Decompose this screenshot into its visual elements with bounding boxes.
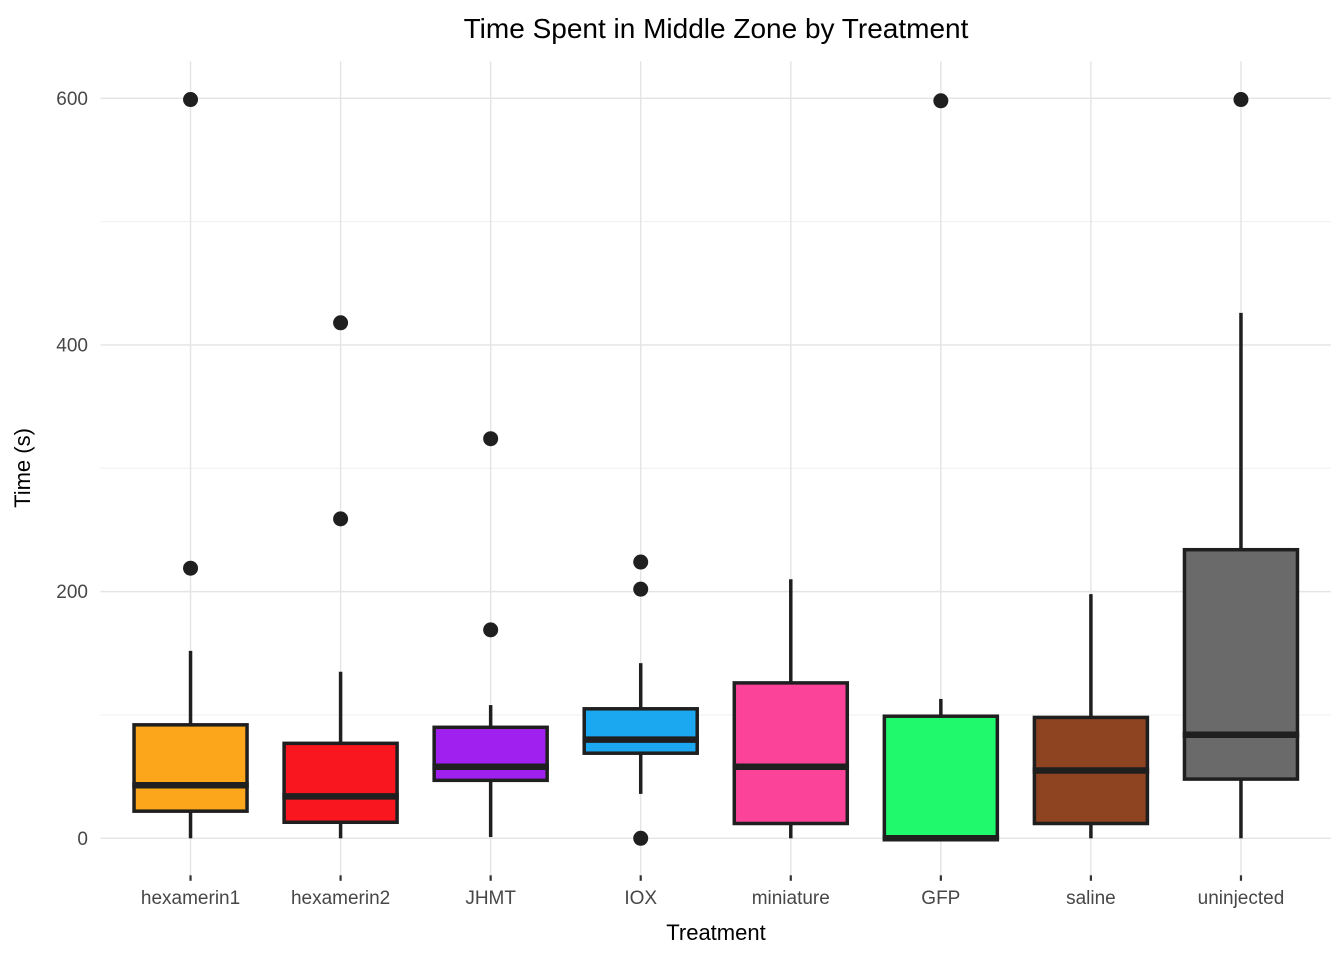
chart-title: Time Spent in Middle Zone by Treatment [464, 13, 969, 44]
box-group-JHMT [432, 431, 549, 838]
box-hexamerin1 [132, 723, 249, 813]
y-axis-tick-labels: 0 200 400 600 [56, 89, 88, 850]
grid-minor-lines [100, 221, 1331, 716]
x-tick-label-hexamerin1: hexamerin1 [141, 888, 240, 909]
y-axis-title: Time (s) [10, 428, 35, 508]
x-tick-label-hexamerin2: hexamerin2 [291, 888, 390, 909]
y-tick-label: 200 [56, 582, 88, 603]
outlier-point-GFP [933, 93, 949, 109]
box-GFP [882, 714, 1000, 841]
box-series [132, 92, 1300, 846]
box-group-miniature [732, 579, 850, 839]
x-tick-label-GFP: GFP [921, 888, 960, 909]
x-tick-label-uninjected: uninjected [1198, 888, 1285, 909]
box-hexamerin2 [282, 741, 399, 825]
box-group-hexamerin2 [282, 315, 399, 839]
box-uninjected [1182, 547, 1300, 781]
x-tick-label-saline: saline [1066, 888, 1116, 909]
box-group-GFP [882, 93, 1000, 842]
x-tick-label-IOX: IOX [624, 888, 657, 909]
x-axis-tick-marks [189, 875, 1243, 881]
x-axis-tick-labels: hexamerin1 hexamerin2 JHMT IOX miniature GFP s… [141, 888, 1284, 909]
y-tick-label: 0 [77, 829, 88, 850]
outlier-point-hexamerin2 [333, 511, 349, 527]
box-IOX [582, 707, 699, 755]
outlier-point-hexamerin1 [183, 560, 199, 576]
outlier-point-IOX [633, 830, 649, 846]
outlier-point-hexamerin1 [183, 92, 199, 108]
outlier-point-JHMT [483, 622, 499, 638]
box-JHMT [432, 725, 549, 783]
x-tick-label-miniature: miniature [752, 888, 830, 909]
outlier-point-IOX [633, 581, 649, 597]
y-tick-label: 400 [56, 335, 88, 356]
box-group-IOX [582, 554, 699, 846]
outlier-point-uninjected [1233, 92, 1249, 108]
outlier-point-hexamerin2 [333, 315, 349, 331]
x-axis-title: Treatment [666, 920, 765, 945]
grid-major-lines [100, 97, 1331, 839]
box-miniature [732, 681, 850, 826]
box-group-uninjected [1182, 92, 1300, 839]
box-group-saline [1032, 594, 1150, 839]
outlier-point-JHMT [483, 431, 499, 447]
x-tick-label-JHMT: JHMT [465, 888, 516, 909]
y-tick-label: 600 [56, 89, 88, 110]
outlier-point-IOX [633, 554, 649, 570]
box-group-hexamerin1 [132, 92, 249, 839]
